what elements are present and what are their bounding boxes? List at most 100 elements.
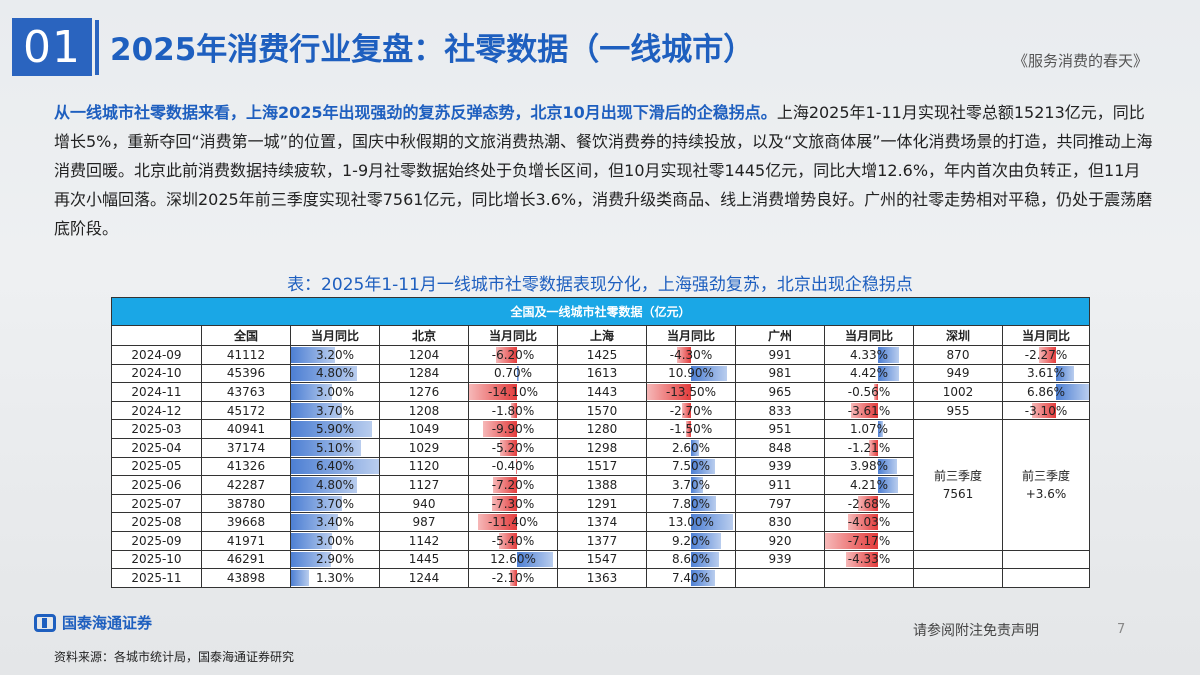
- beijing-cell: 940: [379, 493, 469, 514]
- logo-icon: [34, 613, 56, 632]
- negative-bar: [498, 532, 518, 549]
- yoy-value: -14.10%: [487, 384, 539, 399]
- yoy-cell: -0.56%: [824, 382, 914, 402]
- yoy-value: -1.21%: [847, 440, 891, 455]
- yoy-value: -4.30%: [669, 347, 713, 362]
- yoy-cell: -7.17%: [824, 530, 914, 551]
- logo-text: 国泰海通证券: [62, 614, 153, 632]
- yoy-cell: -9.90%: [468, 419, 558, 439]
- month-cell: 2025-05: [111, 456, 202, 477]
- yoy-value: 1.30%: [315, 570, 355, 585]
- yoy-value: -7.20%: [491, 477, 535, 492]
- column-header: 深圳: [913, 325, 1003, 346]
- negative-bar: [516, 458, 518, 475]
- yoy-value: 3.40%: [315, 515, 355, 530]
- yoy-cell: 6.40%: [290, 456, 380, 477]
- yoy-value: 7.50%: [671, 459, 711, 474]
- positive-bar: [517, 365, 520, 382]
- negative-bar: [647, 384, 691, 400]
- yoy-cell: -7.20%: [468, 475, 558, 495]
- yoy-value: -2.70%: [669, 403, 713, 418]
- beijing-cell: 1244: [379, 568, 469, 588]
- yoy-value: -2.27%: [1024, 347, 1068, 362]
- positive-bar: [1056, 384, 1090, 400]
- negative-bar: [1032, 402, 1057, 419]
- positive-bar: [691, 532, 721, 549]
- negative-bar: [511, 402, 518, 419]
- negative-bar: [469, 384, 518, 400]
- positive-bar: [291, 495, 342, 512]
- yoy-cell: -6.20%: [468, 345, 558, 365]
- negative-bar: [510, 570, 518, 586]
- yoy-cell: 6.86%: [1001, 382, 1091, 402]
- column-header: 当月同比: [646, 325, 736, 346]
- national-cell: 38780: [201, 493, 291, 514]
- section-number: 01: [12, 18, 92, 76]
- positive-bar: [691, 551, 720, 568]
- yoy-cell: 12.60%: [468, 549, 558, 570]
- table-row: 2025-05 41326 6.40% 1120 -0.40% 1517 7.50% 939 3…: [111, 456, 1090, 477]
- guangzhou-cell: 939: [735, 456, 825, 477]
- shenzhen-cell: 955: [913, 400, 1003, 421]
- month-cell: 2025-06: [111, 475, 202, 495]
- yoy-value: 9.20%: [671, 533, 711, 548]
- negative-bar: [682, 402, 691, 419]
- yoy-cell: 5.90%: [290, 419, 380, 439]
- yoy-value: 3.70%: [315, 403, 355, 418]
- shanghai-cell: 1547: [557, 549, 647, 570]
- yoy-value: -6.20%: [491, 347, 535, 362]
- empty-cell: [1001, 549, 1091, 570]
- yoy-cell: 3.70%: [646, 475, 736, 495]
- shanghai-cell: 1517: [557, 456, 647, 477]
- yoy-cell: -2.10%: [468, 568, 558, 588]
- yoy-value: -4.33%: [847, 552, 891, 567]
- column-header: 上海: [557, 325, 647, 346]
- yoy-value: -2.68%: [847, 496, 891, 511]
- table-row: 2024-09 41112 3.20% 1204 -6.20% 1425 -4.30% 991…: [111, 345, 1091, 365]
- yoy-value: -11.40%: [487, 515, 539, 530]
- month-cell: 2024-12: [111, 400, 202, 421]
- table-row: 2025-04 37174 5.10% 1029 -5.20% 1298 2.60% 848 -…: [111, 437, 1090, 458]
- yoy-value: -4.03%: [847, 515, 891, 530]
- yoy-value: 3.00%: [315, 384, 355, 399]
- column-header: 当月同比: [824, 325, 914, 346]
- shanghai-cell: 1298: [557, 437, 647, 458]
- summary-text: 上海2025年1-11月实现社零总额15213亿元，同比增长5%，重新夺回“消费…: [54, 103, 1153, 238]
- yoy-cell: 13.00%: [646, 512, 736, 532]
- yoy-cell: 4.42%: [824, 363, 914, 384]
- yoy-cell: -5.40%: [468, 530, 558, 551]
- negative-bar: [483, 421, 518, 437]
- summary-value: 7561: [942, 486, 974, 501]
- national-cell: 39668: [201, 512, 291, 532]
- month-cell: 2024-11: [111, 382, 202, 402]
- month-cell: 2024-10: [111, 363, 202, 384]
- positive-bar: [691, 439, 700, 456]
- beijing-cell: 1142: [379, 530, 469, 551]
- yoy-value: 4.42%: [849, 366, 889, 381]
- positive-bar: [691, 495, 717, 512]
- yoy-cell: 4.21%: [824, 475, 914, 495]
- yoy-cell: -1.80%: [468, 400, 558, 421]
- shenzhen-cell: 949: [913, 363, 1003, 384]
- positive-bar: [291, 365, 357, 382]
- beijing-cell: 1276: [379, 382, 469, 402]
- national-cell: 41112: [201, 345, 291, 365]
- positive-bar: [291, 402, 342, 419]
- negative-bar: [492, 495, 518, 512]
- table-row: 2024-10 45396 4.80% 1284 0.70% 1613 10.90% 981 4…: [111, 363, 1091, 384]
- guangzhou-cell: [735, 568, 825, 588]
- yoy-cell: 4.33%: [824, 345, 914, 365]
- yoy-value: 5.10%: [315, 440, 355, 455]
- guangzhou-cell: 830: [735, 512, 825, 532]
- shanghai-cell: 1388: [557, 475, 647, 495]
- positive-bar: [691, 365, 727, 382]
- shanghai-cell: 1291: [557, 493, 647, 514]
- yoy-cell: 4.80%: [290, 363, 380, 384]
- national-cell: 43898: [201, 568, 291, 588]
- yoy-cell: -2.27%: [1001, 345, 1091, 365]
- positive-bar: [877, 347, 900, 363]
- yoy-cell: -4.03%: [824, 512, 914, 532]
- positive-bar: [691, 477, 704, 493]
- positive-bar: [291, 570, 309, 586]
- summary-yoy: +3.6%: [1025, 486, 1067, 501]
